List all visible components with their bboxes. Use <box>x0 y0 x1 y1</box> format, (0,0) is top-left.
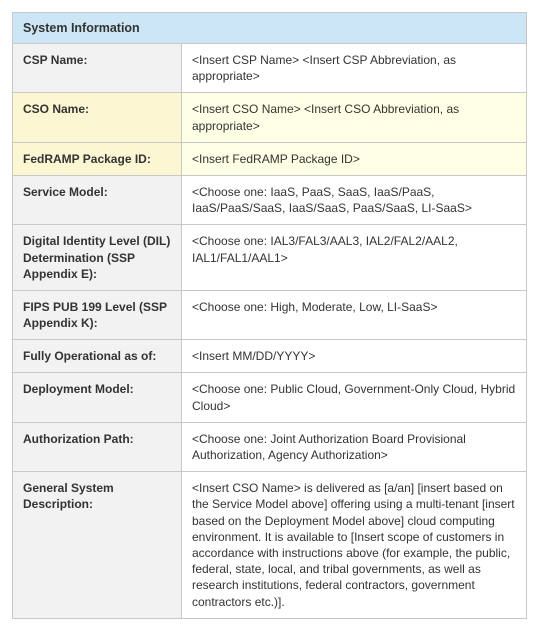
row-label: FedRAMP Package ID: <box>13 142 182 175</box>
row-label: Digital Identity Level (DIL) Determinati… <box>13 225 182 291</box>
row-value: <Choose one: Joint Authorization Board P… <box>182 422 527 471</box>
row-label: Deployment Model: <box>13 373 182 422</box>
row-value: <Insert CSO Name> <Insert CSO Abbreviati… <box>182 93 527 142</box>
table-row: Fully Operational as of: <Insert MM/DD/Y… <box>13 340 527 373</box>
row-label: CSO Name: <box>13 93 182 142</box>
table-row: FIPS PUB 199 Level (SSP Appendix K): <Ch… <box>13 290 527 339</box>
row-label: Authorization Path: <box>13 422 182 471</box>
row-value: <Choose one: High, Moderate, Low, LI-Saa… <box>182 290 527 339</box>
table-row: Service Model: <Choose one: IaaS, PaaS, … <box>13 175 527 224</box>
table-row: Deployment Model: <Choose one: Public Cl… <box>13 373 527 422</box>
row-value: <Insert CSP Name> <Insert CSP Abbreviati… <box>182 44 527 93</box>
table-row: CSO Name: <Insert CSO Name> <Insert CSO … <box>13 93 527 142</box>
row-label: CSP Name: <box>13 44 182 93</box>
row-value: <Insert CSO Name> is delivered as [a/an]… <box>182 472 527 619</box>
system-information-table: System Information CSP Name: <Insert CSP… <box>12 12 527 619</box>
row-label: General System Description: <box>13 472 182 619</box>
row-value: <Choose one: Public Cloud, Government-On… <box>182 373 527 422</box>
row-value: <Insert FedRAMP Package ID> <box>182 142 527 175</box>
row-value: <Insert MM/DD/YYYY> <box>182 340 527 373</box>
row-value: <Choose one: IaaS, PaaS, SaaS, IaaS/PaaS… <box>182 175 527 224</box>
row-label: FIPS PUB 199 Level (SSP Appendix K): <box>13 290 182 339</box>
table-row: Authorization Path: <Choose one: Joint A… <box>13 422 527 471</box>
row-label: Fully Operational as of: <box>13 340 182 373</box>
row-value: <Choose one: IAL3/FAL3/AAL3, IAL2/FAL2/A… <box>182 225 527 291</box>
table-row: General System Description: <Insert CSO … <box>13 472 527 619</box>
row-label: Service Model: <box>13 175 182 224</box>
table-body: CSP Name: <Insert CSP Name> <Insert CSP … <box>13 44 527 619</box>
table-row: Digital Identity Level (DIL) Determinati… <box>13 225 527 291</box>
table-row: FedRAMP Package ID: <Insert FedRAMP Pack… <box>13 142 527 175</box>
table-header: System Information <box>13 13 527 44</box>
table-row: CSP Name: <Insert CSP Name> <Insert CSP … <box>13 44 527 93</box>
